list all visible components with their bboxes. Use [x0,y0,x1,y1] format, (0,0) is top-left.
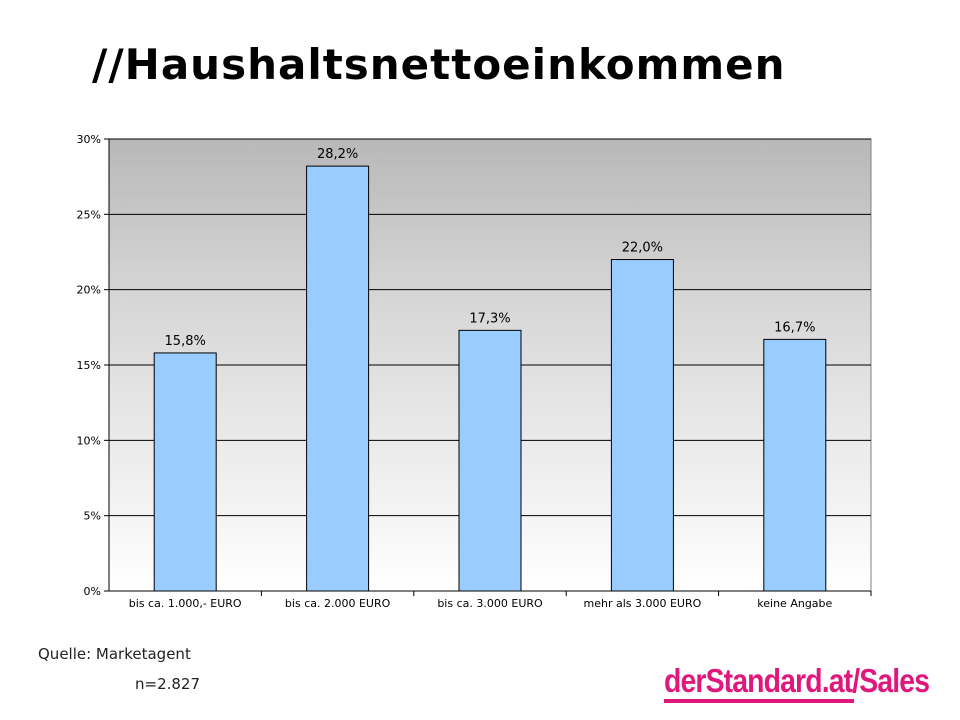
data-label: 28,2% [317,147,358,162]
x-tick-label: bis ca. 1.000,- EURO [129,597,242,610]
x-tick-label: bis ca. 2.000 EURO [285,597,391,610]
data-label: 22,0% [622,241,663,256]
bar [610,259,674,592]
data-label: 15,8% [165,334,206,349]
y-tick-label: 5% [84,510,101,523]
y-tick-label: 0% [84,585,101,598]
x-tick-label: bis ca. 3.000 EURO [437,597,543,610]
x-tick-label: keine Angabe [757,597,832,610]
sample-size: n=2.827 [135,675,201,693]
y-tick-label: 20% [77,284,101,297]
brand-logo-underline [664,699,854,703]
y-tick-label: 10% [77,434,101,447]
source-note: Quelle: Marketagent [38,645,191,663]
y-tick-label: 30% [77,133,101,146]
x-tick-label: mehr als 3.000 EURO [584,597,702,610]
brand-logo: derStandard.at/Sales [664,662,930,699]
y-tick-label: 15% [77,359,101,372]
page-title: //Haushaltsnettoeinkommen [92,40,786,89]
y-tick-label: 25% [77,208,101,221]
bar [458,329,522,592]
data-label: 16,7% [774,320,815,335]
bar [153,352,217,592]
data-label: 17,3% [469,311,510,326]
bar [763,338,827,592]
bar [306,165,370,592]
